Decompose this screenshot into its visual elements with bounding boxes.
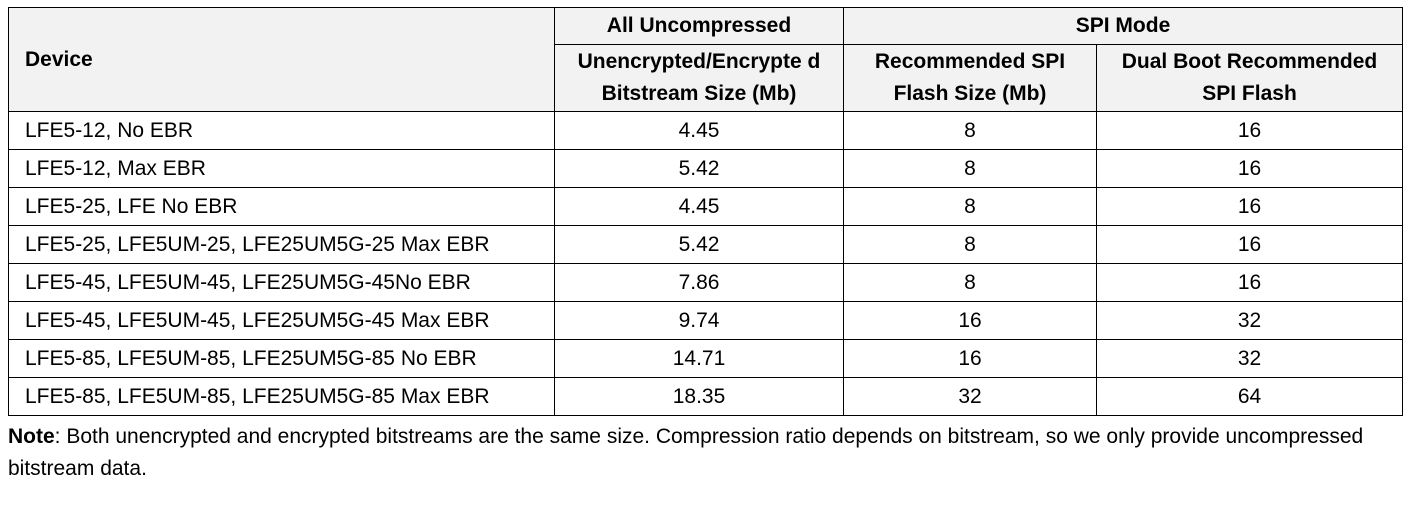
table-row: LFE5-25, LFE5UM-25, LFE25UM5G-25 Max EBR… — [8, 225, 1404, 264]
table-row: LFE5-85, LFE5UM-85, LFE25UM5G-85 No EBR … — [8, 339, 1404, 378]
header-row-columns: Unencrypted/Encrypte d Bitstream Size (M… — [9, 44, 1404, 112]
cell-dual-boot-flash: 16 — [1095, 263, 1404, 302]
table-body: LFE5-12, No EBR 4.45 8 16 LFE5-12, Max E… — [8, 111, 1404, 416]
header-bitstream-size: Unencrypted/Encrypte d Bitstream Size (M… — [554, 44, 844, 112]
header-device: Device — [8, 7, 555, 112]
header-row-groups: Device All Uncompressed SPI Mode — [8, 7, 1404, 112]
note-label: Note — [8, 425, 55, 448]
cell-device: LFE5-12, Max EBR — [8, 149, 555, 188]
cell-device: LFE5-45, LFE5UM-45, LFE25UM5G-45No EBR — [8, 263, 555, 302]
cell-dual-boot-flash: 64 — [1095, 377, 1404, 416]
cell-device: LFE5-85, LFE5UM-85, LFE25UM5G-85 Max EBR — [8, 377, 555, 416]
cell-bitstream-size: 18.35 — [554, 377, 844, 416]
cell-dual-boot-flash: 32 — [1095, 301, 1404, 340]
cell-bitstream-size: 4.45 — [554, 111, 844, 150]
header-group-uncompressed: All Uncompressed — [554, 7, 844, 45]
cell-spi-flash-size: 16 — [843, 339, 1097, 378]
table-note: Note: Both unencrypted and encrypted bit… — [8, 421, 1402, 485]
bitstream-size-table: Device All Uncompressed SPI Mode Unencry… — [8, 7, 1404, 416]
cell-bitstream-size: 7.86 — [554, 263, 844, 302]
cell-spi-flash-size: 8 — [843, 149, 1097, 188]
cell-dual-boot-flash: 32 — [1095, 339, 1404, 378]
cell-spi-flash-size: 32 — [843, 377, 1097, 416]
cell-dual-boot-flash: 16 — [1095, 111, 1404, 150]
cell-dual-boot-flash: 16 — [1095, 149, 1404, 188]
header-dual-boot-spi-flash: Dual Boot Recommended SPI Flash — [1095, 44, 1404, 112]
cell-dual-boot-flash: 16 — [1095, 187, 1404, 226]
cell-spi-flash-size: 8 — [843, 263, 1097, 302]
cell-device: LFE5-25, LFE5UM-25, LFE25UM5G-25 Max EBR — [8, 225, 555, 264]
header-group-spi-mode: SPI Mode — [842, 7, 1404, 45]
table-row: LFE5-45, LFE5UM-45, LFE25UM5G-45 Max EBR… — [8, 301, 1404, 340]
cell-spi-flash-size: 8 — [843, 111, 1097, 150]
cell-bitstream-size: 5.42 — [554, 225, 844, 264]
header-recommended-spi-flash: Recommended SPI Flash Size (Mb) — [843, 44, 1097, 112]
cell-bitstream-size: 5.42 — [554, 149, 844, 188]
cell-device: LFE5-85, LFE5UM-85, LFE25UM5G-85 No EBR — [8, 339, 555, 378]
cell-device: LFE5-12, No EBR — [8, 111, 555, 150]
cell-spi-flash-size: 8 — [843, 225, 1097, 264]
table-row: LFE5-85, LFE5UM-85, LFE25UM5G-85 Max EBR… — [8, 377, 1404, 416]
note-text: : Both unencrypted and encrypted bitstre… — [8, 425, 1364, 480]
cell-bitstream-size: 14.71 — [554, 339, 844, 378]
cell-bitstream-size: 4.45 — [554, 187, 844, 226]
cell-bitstream-size: 9.74 — [554, 301, 844, 340]
cell-device: LFE5-45, LFE5UM-45, LFE25UM5G-45 Max EBR — [8, 301, 555, 340]
table-row: LFE5-45, LFE5UM-45, LFE25UM5G-45No EBR 7… — [8, 263, 1404, 302]
document-page: Device All Uncompressed SPI Mode Unencry… — [8, 7, 1404, 485]
cell-dual-boot-flash: 16 — [1095, 225, 1404, 264]
table-row: LFE5-25, LFE No EBR 4.45 8 16 — [8, 187, 1404, 226]
table-row: LFE5-12, No EBR 4.45 8 16 — [8, 111, 1404, 150]
cell-spi-flash-size: 8 — [843, 187, 1097, 226]
cell-device: LFE5-25, LFE No EBR — [8, 187, 555, 226]
table-row: LFE5-12, Max EBR 5.42 8 16 — [8, 149, 1404, 188]
table-header: Device All Uncompressed SPI Mode Unencry… — [8, 7, 1404, 112]
cell-spi-flash-size: 16 — [843, 301, 1097, 340]
